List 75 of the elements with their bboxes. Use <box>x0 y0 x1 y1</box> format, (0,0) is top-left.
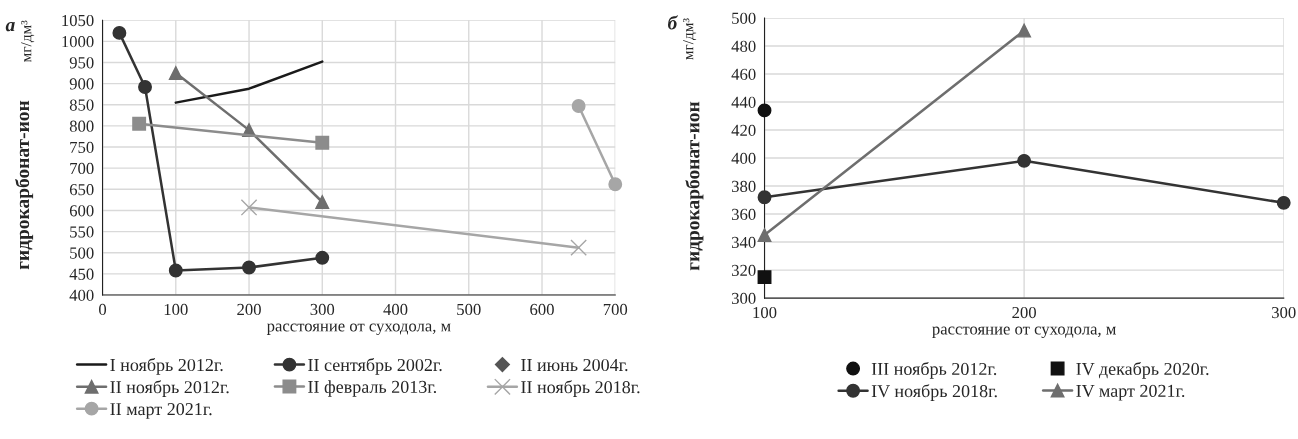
x-axis-title: расстояние от суходола, м <box>932 326 1116 339</box>
point <box>112 25 127 40</box>
y-tick-label: 950 <box>69 57 94 69</box>
point <box>608 177 623 192</box>
x-tick-label: 600 <box>530 303 554 316</box>
point <box>138 80 152 94</box>
point <box>571 99 586 113</box>
legend-label: II сентябрь 2002г. <box>308 357 442 375</box>
x-tick-label: 0 <box>99 303 107 316</box>
point <box>757 228 772 243</box>
point <box>168 66 183 80</box>
y-axis-title: гидрокарбонат-ион <box>685 101 704 271</box>
y-tick-label: 300 <box>731 292 756 305</box>
legend-label: II ноябрь 2018г. <box>521 380 640 397</box>
point <box>757 190 772 205</box>
point <box>315 250 330 265</box>
legend-label: IV ноябрь 2018г. <box>871 384 997 401</box>
point <box>757 270 772 285</box>
y-tick-label: 340 <box>731 236 756 249</box>
point <box>757 103 772 118</box>
text: мг/дм³ <box>683 18 697 60</box>
legend-label: II март 2021г. <box>110 402 212 419</box>
y-tick-label: 750 <box>70 141 94 153</box>
y-tick-label: 440 <box>731 96 756 108</box>
y-tick-label: 700 <box>70 162 94 175</box>
x-tick-label: 400 <box>383 303 408 316</box>
point <box>132 116 147 131</box>
y-tick-label: 400 <box>69 289 94 301</box>
y-tick-label: 800 <box>69 120 94 132</box>
legend-label: II февраль 2013г. <box>308 380 437 397</box>
y-tick-label: 900 <box>69 78 94 90</box>
x-tick-label: 500 <box>457 303 481 316</box>
y-tick-label: 500 <box>70 247 94 259</box>
chart-title: б <box>668 15 678 30</box>
legend-label: III ноябрь 2012г. <box>871 361 997 379</box>
x-tick-label: 100 <box>753 306 777 319</box>
y-tick-label: 850 <box>69 99 94 111</box>
legend-label: IV декабрь 2020г. <box>1076 361 1209 379</box>
point <box>168 263 183 278</box>
chart-title: а <box>5 21 15 32</box>
y-tick-label: 360 <box>731 208 756 220</box>
x-tick-label: 200 <box>237 303 261 316</box>
y-tick-label: 460 <box>731 68 756 80</box>
y-tick-label: 1000 <box>62 36 94 48</box>
x-axis-title: расстояние от суходола, м <box>266 323 451 335</box>
text: мг/дм³ <box>21 20 35 63</box>
point <box>240 199 258 216</box>
point <box>1017 23 1032 38</box>
y-tick-label: 600 <box>69 205 94 217</box>
point <box>570 239 587 256</box>
legend-label: I ноябрь 2012г. <box>110 357 223 375</box>
y-tick-label: 380 <box>731 180 756 192</box>
y-tick-label: 420 <box>731 124 756 136</box>
x-tick-label: 700 <box>603 303 628 316</box>
y-tick-label: 550 <box>70 226 94 238</box>
legend-label: IV март 2021г. <box>1076 384 1185 401</box>
x-tick-label: 300 <box>310 303 335 316</box>
y-tick-label: 320 <box>731 264 756 277</box>
x-tick-label: 100 <box>164 303 188 316</box>
legend-label: II июнь 2004г. <box>521 358 628 372</box>
point <box>315 135 330 150</box>
point <box>1017 153 1032 168</box>
y-tick-label: 480 <box>731 40 756 52</box>
y-tick-label: 400 <box>731 152 756 164</box>
x-tick-label: 200 <box>1012 306 1036 319</box>
point <box>315 195 330 209</box>
y-tick-label: 450 <box>69 268 94 280</box>
point <box>242 260 256 275</box>
y-tick-label: 1050 <box>62 14 94 27</box>
y-axis-title: гидрокарбонат-ион <box>15 100 34 270</box>
y-tick-label: 500 <box>732 12 756 24</box>
legend-label: II ноябрь 2012г. <box>110 380 229 397</box>
y-tick-label: 650 <box>69 184 94 196</box>
x-tick-label: 300 <box>1272 306 1296 319</box>
point <box>1276 195 1291 210</box>
